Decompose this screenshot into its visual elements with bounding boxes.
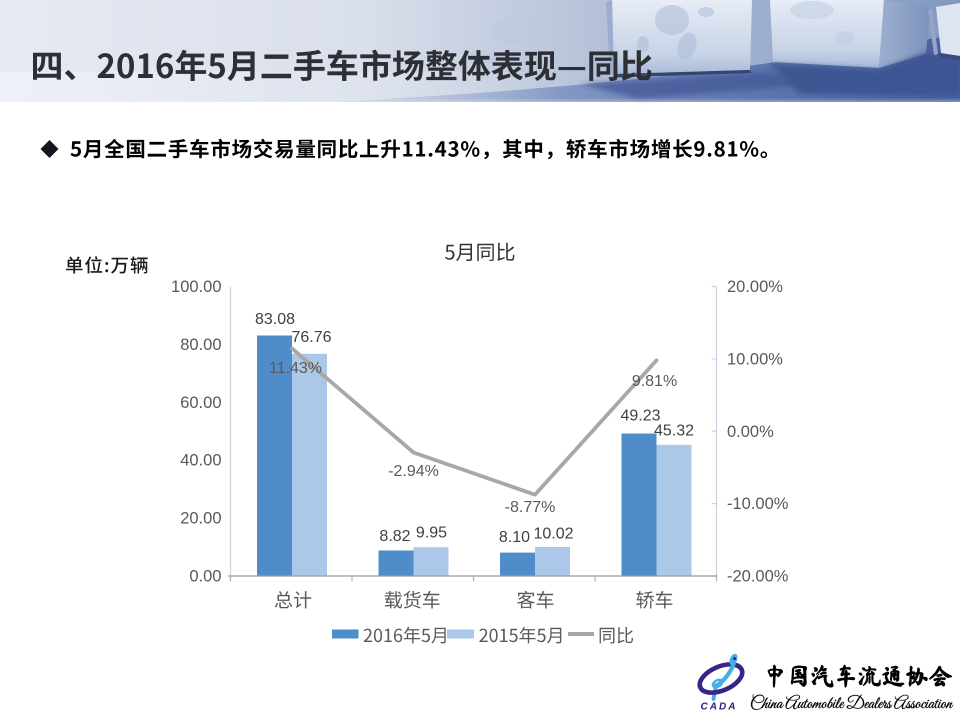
svg-text:9.81%: 9.81% <box>632 373 677 390</box>
svg-text:10.00%: 10.00% <box>727 350 783 368</box>
svg-text:-2.94%: -2.94% <box>388 463 439 480</box>
svg-text:0.00: 0.00 <box>189 568 221 586</box>
svg-text:10.02: 10.02 <box>533 526 573 543</box>
svg-text:45.32: 45.32 <box>654 423 694 440</box>
svg-text:-10.00%: -10.00% <box>727 495 789 513</box>
svg-text:83.08: 83.08 <box>255 311 295 328</box>
svg-text:-20.00%: -20.00% <box>727 568 789 586</box>
svg-text:40.00: 40.00 <box>180 452 221 470</box>
svg-text:80.00: 80.00 <box>180 336 221 354</box>
svg-text:8.82: 8.82 <box>379 528 410 545</box>
svg-text:60.00: 60.00 <box>180 394 221 412</box>
svg-text:49.23: 49.23 <box>620 408 660 425</box>
svg-text:8.10: 8.10 <box>499 529 530 546</box>
svg-text:11.43%: 11.43% <box>269 360 322 377</box>
svg-text:0.00%: 0.00% <box>727 423 774 441</box>
svg-text:20.00: 20.00 <box>180 510 221 528</box>
svg-text:76.76: 76.76 <box>291 329 331 346</box>
svg-text:CADA: CADA <box>701 702 738 713</box>
svg-text:-8.77%: -8.77% <box>505 499 556 516</box>
svg-text:20.00%: 20.00% <box>727 278 783 296</box>
svg-text:100.00: 100.00 <box>171 278 221 296</box>
svg-text:9.95: 9.95 <box>416 525 447 542</box>
